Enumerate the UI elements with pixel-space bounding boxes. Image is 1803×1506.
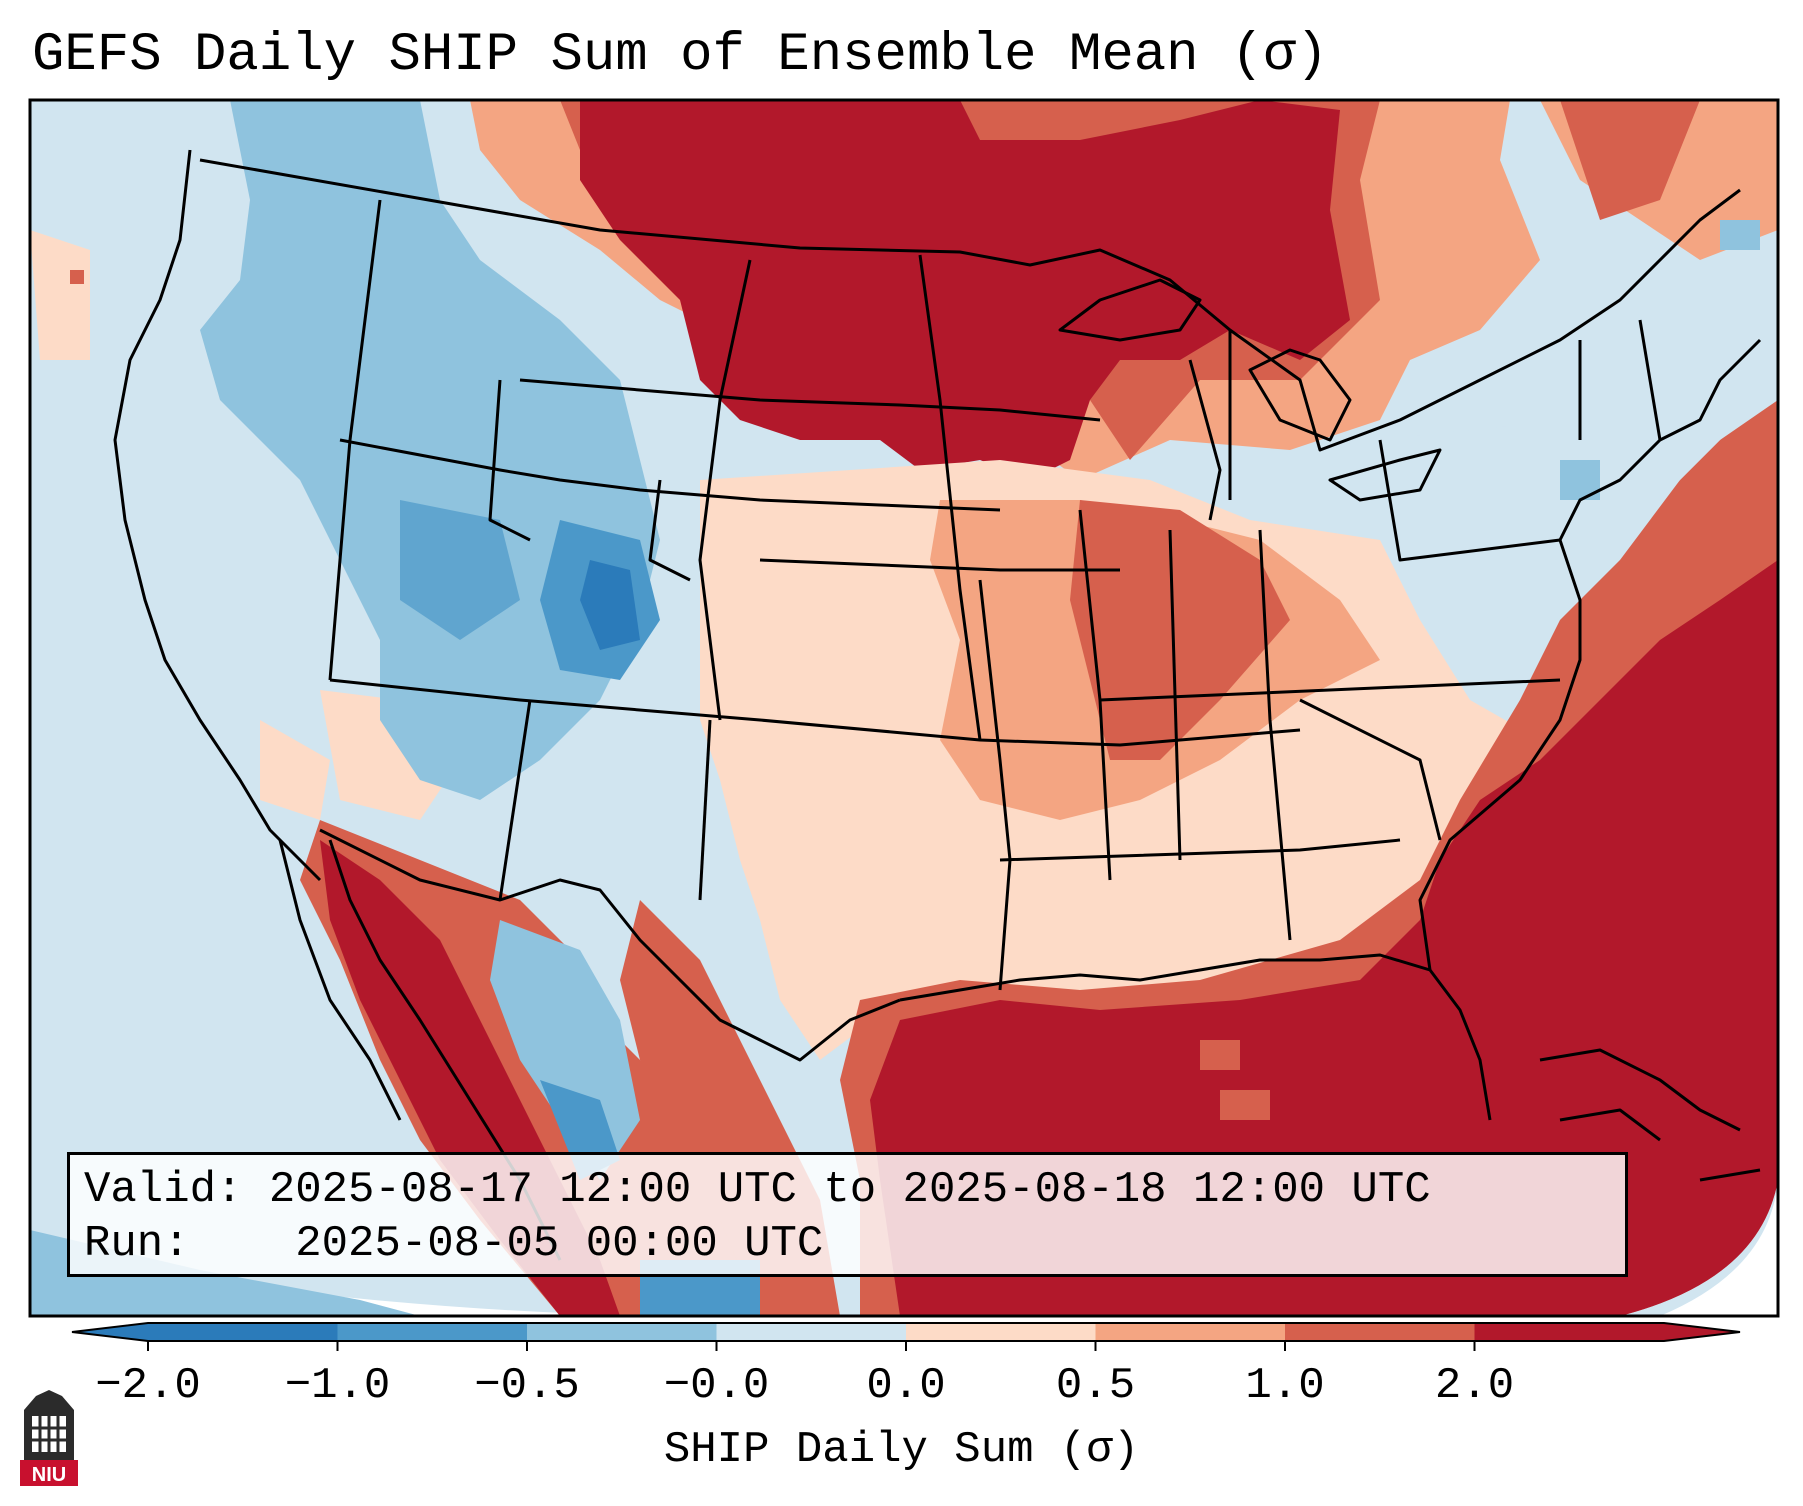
valid-label: Valid: (84, 1165, 243, 1215)
info-box: Valid: 2025-08-17 12:00 UTC to 2025-08-1… (67, 1152, 1628, 1277)
map-title: GEFS Daily SHIP Sum of Ensemble Mean (σ) (32, 25, 1329, 86)
run-value: 2025-08-05 00:00 UTC (295, 1219, 824, 1269)
map-frame (28, 98, 1780, 1318)
political-boundaries (113, 149, 1762, 1261)
run-label: Run: (84, 1219, 190, 1269)
colorbar-label: SHIP Daily Sum (σ) (663, 1425, 1140, 1475)
anomaly-region-rockies (200, 100, 660, 800)
niu-logo-icon: NIU (20, 1390, 78, 1486)
logo-text: NIU (32, 1464, 66, 1486)
valid-value: 2025-08-17 12:00 UTC to 2025-08-18 12:00… (268, 1165, 1431, 1215)
